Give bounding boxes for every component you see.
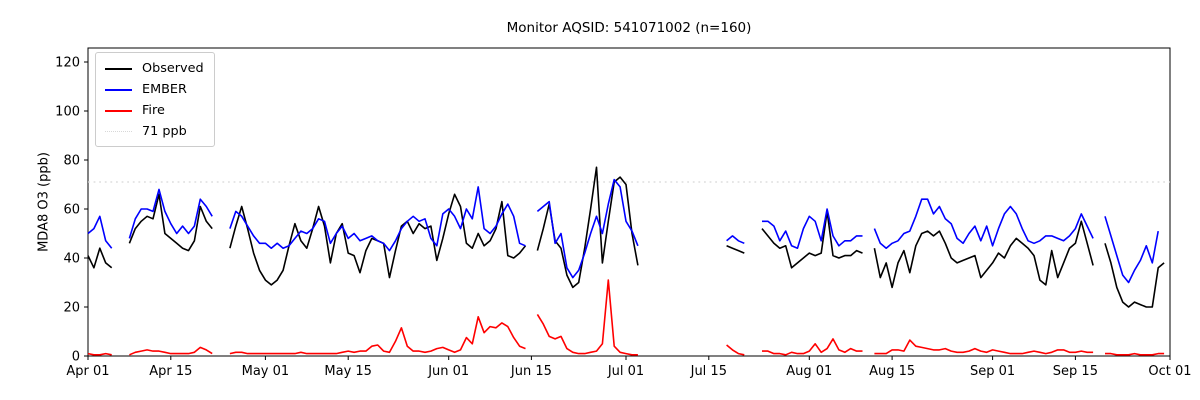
fire-series-line [129, 346, 213, 356]
fire-series-line [536, 279, 638, 356]
ember-series-line [762, 208, 863, 249]
x-tick-label: Apr 01 [66, 364, 109, 379]
y-tick-label: 0 [72, 350, 80, 365]
y-tick-label: 120 [55, 56, 80, 71]
x-tick-label: Jul 01 [607, 364, 644, 379]
x-tick-label: Jun 01 [427, 364, 469, 379]
legend-label-threshold: 71 ppb [142, 124, 187, 139]
fire-series-line [229, 315, 526, 355]
ember-series-line [726, 235, 745, 245]
x-tick-label: Aug 01 [786, 364, 832, 379]
legend-entry-ember: EMBER [96, 79, 214, 100]
fire-series-line [762, 338, 863, 356]
observed-series-line [1104, 243, 1165, 308]
legend: Observed EMBER Fire 71 ppb [95, 52, 215, 147]
ember-series-line [128, 188, 213, 239]
fire-series-line [726, 344, 745, 356]
x-tick-label: Jun 15 [510, 364, 552, 379]
axes-box [87, 47, 1171, 357]
chart-title: Monitor AQSID: 541071002 (n=160) [506, 20, 752, 36]
y-tick-label: 80 [63, 154, 80, 169]
ember-series-line [87, 215, 113, 249]
legend-label-fire: Fire [142, 103, 165, 118]
y-tick-label: 20 [63, 301, 80, 316]
y-tick-label: 100 [55, 105, 80, 120]
y-tick-label: 60 [63, 203, 80, 218]
ember-series-line [536, 178, 639, 279]
ember-series-line [229, 186, 526, 252]
legend-entry-fire: Fire [96, 100, 214, 121]
x-tick-label: Apr 15 [149, 364, 192, 379]
threshold-line-swatch [105, 131, 132, 132]
ember-line-swatch [105, 88, 132, 91]
x-tick-label: Sep 15 [1053, 364, 1098, 379]
x-tick-label: Jul 15 [690, 364, 727, 379]
ember-series-line [873, 198, 1094, 249]
observed-series-line [873, 220, 1094, 289]
fire-series-line [1105, 352, 1165, 356]
observed-series-line [726, 245, 745, 254]
y-axis-label: MDA8 O3 (ppb) [36, 152, 52, 252]
x-tick-label: Aug 15 [869, 364, 915, 379]
ember-series-line [1104, 216, 1159, 284]
legend-entry-observed: Observed [96, 58, 214, 79]
fire-series-line [87, 352, 112, 356]
legend-label-ember: EMBER [142, 82, 187, 97]
x-tick-label: Sep 01 [970, 364, 1015, 379]
fire-line-swatch [105, 109, 132, 112]
fire-series-line [874, 339, 1094, 355]
legend-label-observed: Observed [142, 61, 204, 76]
x-tick-label: May 01 [242, 364, 290, 379]
observed-series-line [87, 247, 113, 269]
x-tick-label: May 15 [324, 364, 372, 379]
observed-line-swatch [105, 67, 132, 70]
legend-entry-threshold: 71 ppb [96, 121, 214, 142]
observed-series-line [128, 193, 213, 252]
y-tick-label: 40 [63, 252, 80, 267]
observed-series-line [761, 210, 863, 269]
x-tick-label: Oct 01 [1148, 364, 1191, 379]
